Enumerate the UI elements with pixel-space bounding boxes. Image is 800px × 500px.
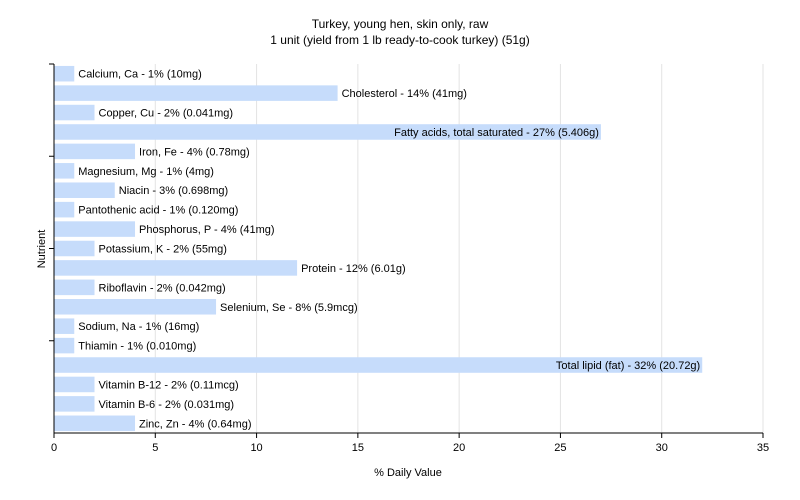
- x-tick-label: 0: [51, 442, 57, 454]
- bar: [54, 124, 601, 140]
- bar-label: Copper, Cu - 2% (0.041mg): [99, 108, 234, 120]
- bar-label: Potassium, K - 2% (55mg): [99, 244, 227, 256]
- bar-label: Magnesium, Mg - 1% (4mg): [78, 166, 214, 178]
- bar: [54, 182, 115, 199]
- bar-label: Fatty acids, total saturated - 27% (5.40…: [394, 127, 599, 139]
- bar-label: Vitamin B-6 - 2% (0.031mg): [99, 399, 235, 411]
- bar: [54, 415, 136, 432]
- bar: [54, 201, 75, 218]
- bar-label: Zinc, Zn - 4% (0.64mg): [139, 418, 251, 430]
- bar-label: Sodium, Na - 1% (16mg): [78, 321, 199, 333]
- bar: [54, 163, 75, 179]
- bar: [54, 260, 298, 276]
- bar: [54, 143, 136, 160]
- x-tick-label: 15: [352, 442, 364, 454]
- bar: [54, 396, 95, 412]
- bar: [54, 298, 217, 315]
- bar-label: Protein - 12% (6.01g): [301, 263, 406, 275]
- bar: [54, 279, 95, 296]
- bar: [54, 221, 136, 237]
- bar: [54, 104, 95, 121]
- bar-label: Total lipid (fat) - 32% (20.72g): [556, 360, 700, 372]
- bar-label: Calcium, Ca - 1% (10mg): [78, 69, 201, 81]
- x-tick-label: 10: [250, 442, 262, 454]
- bar-label: Vitamin B-12 - 2% (0.11mcg): [99, 379, 239, 391]
- bar: [54, 65, 75, 82]
- bar-label: Thiamin - 1% (0.010mg): [78, 341, 196, 353]
- y-axis-title: Nutrient: [36, 230, 48, 269]
- x-tick-label: 5: [152, 442, 158, 454]
- bar-label: Selenium, Se - 8% (5.9mcg): [220, 302, 358, 314]
- x-tick-label: 20: [453, 442, 465, 454]
- x-tick-label: 35: [757, 442, 769, 454]
- x-tick-label: 30: [656, 442, 668, 454]
- bar: [54, 85, 338, 101]
- grid-lines: [154, 64, 764, 433]
- bar-label: Riboflavin - 2% (0.042mg): [99, 282, 226, 294]
- bar-label: Pantothenic acid - 1% (0.120mg): [78, 205, 238, 217]
- bar: [54, 318, 75, 334]
- x-tick-label: 25: [554, 442, 566, 454]
- bar: [54, 337, 75, 354]
- bar: [54, 376, 95, 393]
- bar-label: Cholesterol - 14% (41mg): [342, 88, 467, 100]
- bar-label: Iron, Fe - 4% (0.78mg): [139, 146, 250, 158]
- x-axis-title: % Daily Value: [374, 467, 442, 479]
- chart-title: Turkey, young hen, skin only, raw: [311, 17, 489, 31]
- bar: [54, 240, 95, 257]
- axes: 0 5 10 15 20 25 30 35: [49, 63, 769, 454]
- bar: [54, 357, 703, 373]
- bars: Calcium, Ca - 1% (10mg) Cholesterol - 14%…: [54, 65, 703, 432]
- bar-label: Phosphorus, P - 4% (41mg): [139, 224, 275, 236]
- chart-subtitle: 1 unit (yield from 1 lb ready-to-cook tu…: [270, 33, 530, 47]
- chart-title-block: Turkey, young hen, skin only, raw 1 unit…: [0, 16, 800, 48]
- bar-label: Niacin - 3% (0.698mg): [119, 185, 228, 197]
